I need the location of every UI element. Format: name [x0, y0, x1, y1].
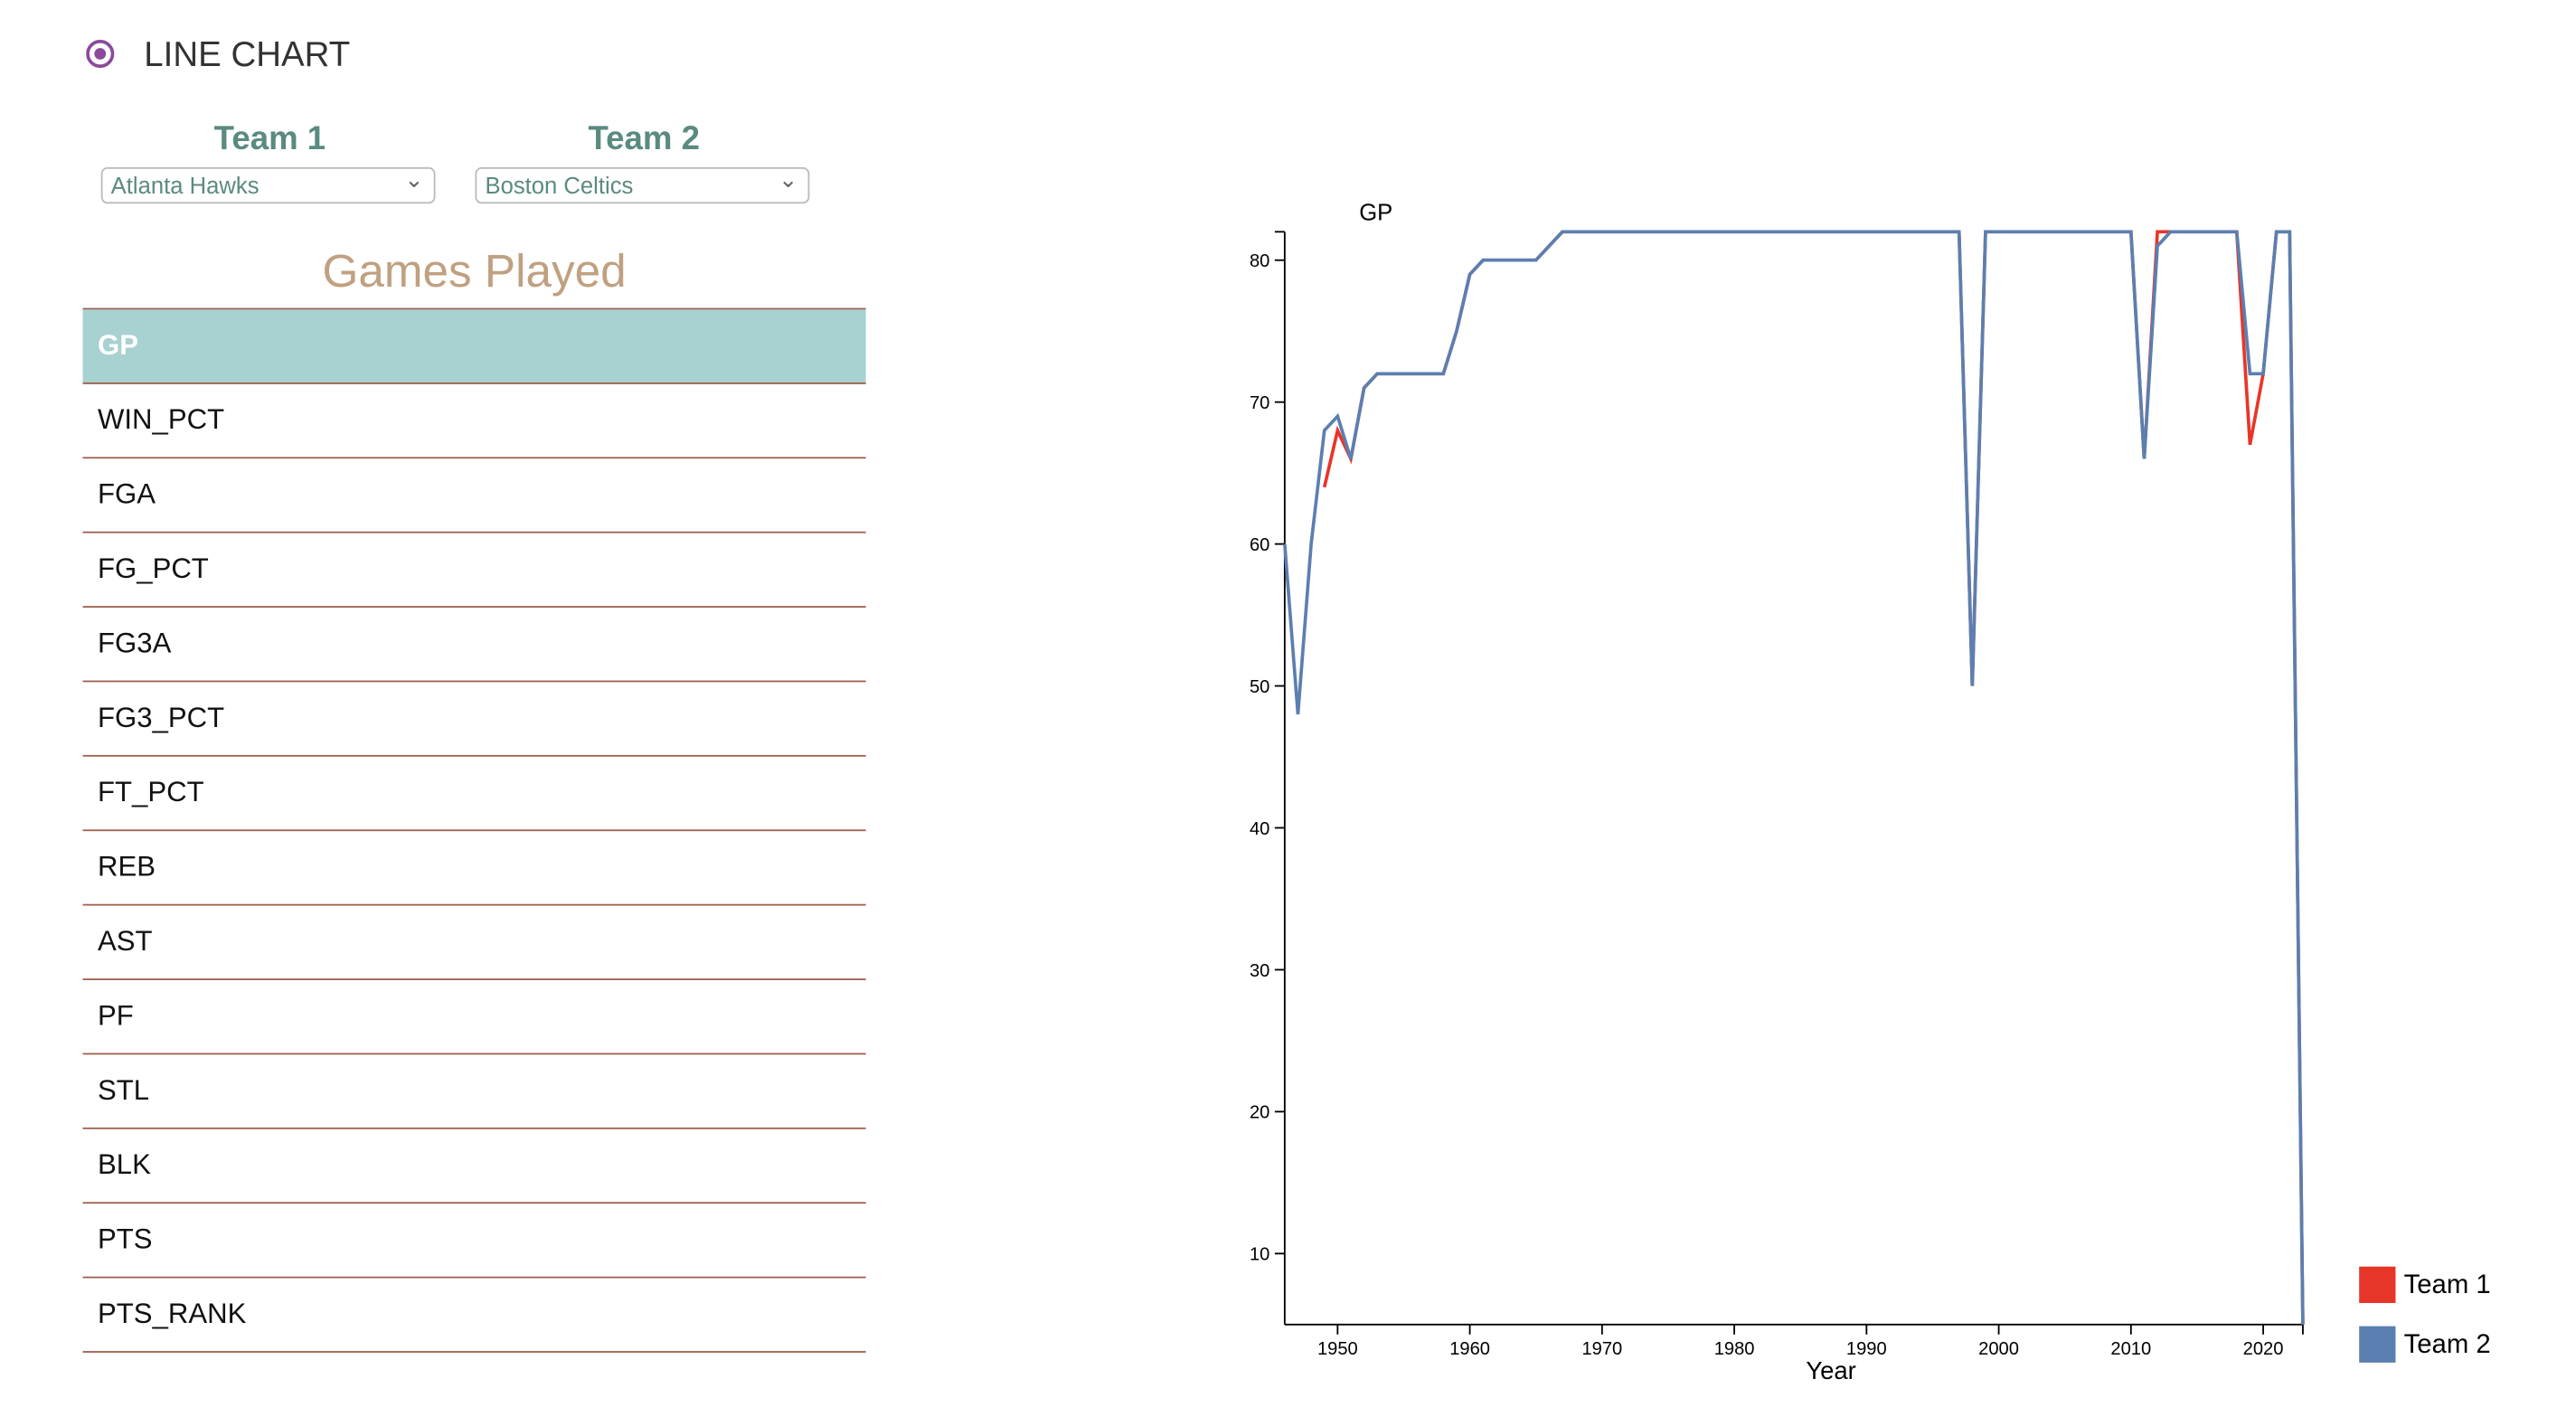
table-row[interactable]: PTS — [82, 1204, 866, 1279]
table-row[interactable]: FG_PCT — [82, 534, 866, 608]
table-row[interactable]: GP — [82, 309, 866, 384]
x-tick-label: 1990 — [1846, 1339, 1887, 1359]
table-row[interactable]: FT_PCT — [82, 757, 866, 832]
line-series — [1322, 230, 2305, 1325]
x-tick-label: 1960 — [1449, 1339, 1490, 1359]
y-tick-label: 50 — [1250, 677, 1269, 697]
y-tick-label: 30 — [1250, 961, 1269, 981]
table-row[interactable]: STL — [82, 1054, 866, 1129]
legend-label: Team 1 — [2404, 1270, 2491, 1299]
table-row[interactable]: AST — [82, 906, 866, 980]
y-tick-label: 10 — [1250, 1245, 1269, 1265]
radio-button[interactable] — [86, 39, 115, 69]
table-title: Games Played — [322, 244, 627, 297]
y-tick-label: 80 — [1250, 251, 1269, 271]
y-tick-label: 40 — [1250, 819, 1269, 839]
table-row[interactable]: WIN_PCT — [82, 384, 866, 459]
legend-label: Team 2 — [2404, 1329, 2491, 1359]
x-tick-label: 2020 — [2243, 1339, 2284, 1359]
y-tick-label: 20 — [1250, 1103, 1269, 1123]
team2-label: Team 2 — [588, 120, 700, 157]
team2-value: Boston Celtics — [485, 172, 634, 199]
x-tick-label: 2010 — [2110, 1339, 2151, 1359]
x-axis-label: Year — [1806, 1356, 1855, 1384]
team1-select[interactable]: Atlanta Hawks — [100, 165, 436, 204]
table-row[interactable]: FG3A — [82, 608, 866, 683]
line-series — [1283, 230, 2305, 1325]
x-tick-label: 1950 — [1317, 1339, 1358, 1359]
y-tick-label: 70 — [1250, 393, 1269, 413]
y-axis-label: GP — [1359, 201, 1392, 226]
table-row[interactable]: PF — [82, 980, 866, 1055]
table-row[interactable]: FG3_PCT — [82, 682, 866, 757]
team1-value: Atlanta Hawks — [110, 172, 259, 199]
x-tick-label: 1980 — [1714, 1339, 1755, 1359]
x-tick-label: 1970 — [1581, 1339, 1622, 1359]
table-row[interactable]: PTS_RANK — [82, 1279, 866, 1353]
legend-swatch — [2359, 1326, 2396, 1363]
team1-label: Team 1 — [213, 120, 326, 157]
y-tick-label: 60 — [1250, 535, 1269, 555]
table-row[interactable]: REB — [82, 831, 866, 906]
table-row[interactable]: BLK — [82, 1129, 866, 1204]
table-row[interactable]: FGA — [82, 458, 866, 534]
chart-type-label[interactable]: LINE CHART — [144, 36, 351, 75]
x-tick-label: 2000 — [1978, 1339, 2019, 1359]
team2-select[interactable]: Boston Celtics — [475, 165, 810, 204]
legend-swatch — [2359, 1266, 2396, 1303]
stat-table: GP WIN_PCT FGA FG_PCT FG3A FG3_PCT FT_PCT REB AS… — [82, 307, 866, 1353]
